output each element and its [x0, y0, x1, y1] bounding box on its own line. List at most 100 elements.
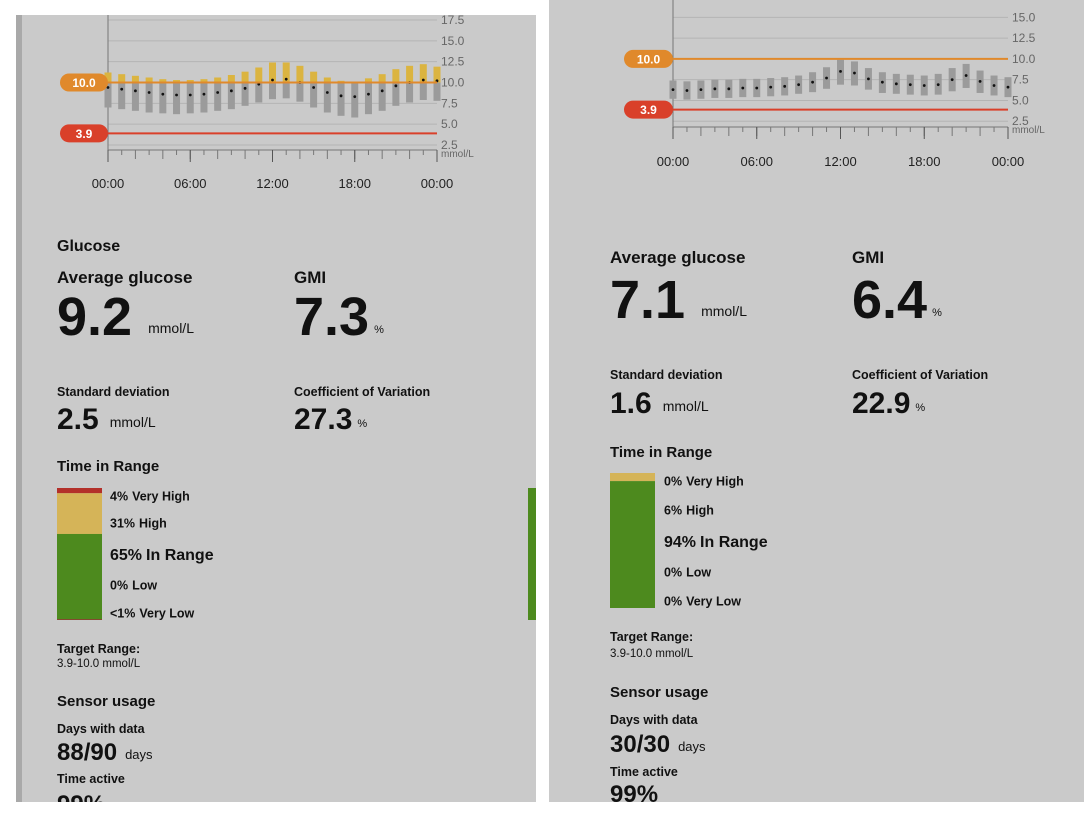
- median-dot: [839, 69, 842, 73]
- range-bar-above: [310, 71, 318, 83]
- median-dot: [380, 89, 384, 93]
- threshold-pill: [60, 73, 108, 92]
- median-dot: [229, 89, 233, 93]
- gmi-label: GMI: [294, 268, 326, 287]
- median-dot: [867, 77, 870, 81]
- gmi-unit: %: [374, 324, 384, 336]
- median-dot: [421, 78, 425, 82]
- range-bar: [282, 82, 290, 99]
- range-bar: [337, 82, 345, 116]
- range-bar-above: [406, 65, 414, 83]
- cv-unit: %: [357, 418, 367, 430]
- median-dot: [325, 91, 329, 94]
- range-bar-above: [145, 77, 153, 83]
- range-bar-above: [104, 72, 112, 83]
- sd-label: Standard deviation: [57, 385, 170, 399]
- tir-segment: [610, 481, 655, 608]
- median-dot: [394, 84, 398, 88]
- x-tick-label: 06:00: [740, 154, 773, 169]
- tir-name: Very Low: [686, 595, 741, 609]
- target-value: 3.9-10.0 mmol/L: [610, 648, 694, 660]
- x-tick-label: 00:00: [421, 176, 454, 191]
- range-bar: [255, 82, 263, 103]
- cv-unit: %: [915, 402, 925, 414]
- median-dot: [161, 92, 165, 96]
- average-value: 9.2: [57, 287, 132, 347]
- active-value: 99%: [610, 781, 658, 808]
- median-dot: [175, 93, 178, 97]
- tir-percent: 65%: [110, 547, 142, 564]
- tir-label: 0% Low: [110, 579, 157, 593]
- median-dot: [727, 87, 731, 91]
- range-bar: [406, 82, 414, 103]
- range-bar: [145, 82, 153, 113]
- average-unit: mmol/L: [148, 320, 194, 336]
- y-tick-label: 5.0: [1012, 93, 1029, 107]
- median-dot: [853, 71, 856, 75]
- y-tick-label: 12.5: [441, 55, 465, 69]
- average-unit: mmol/L: [701, 303, 747, 319]
- tir-percent: 4%: [110, 490, 128, 504]
- median-dot: [811, 80, 814, 84]
- threshold-pill: [624, 100, 673, 119]
- median-dot: [284, 77, 288, 81]
- left-screen: 2.5 5.0 7.5 10.0 12.5 15.0 17.5 mmol/L 00:00 06:0…: [16, 15, 536, 802]
- range-bar-above: [214, 77, 222, 83]
- median-dot: [894, 82, 898, 86]
- tir-label: 6% High: [664, 504, 714, 518]
- sensor-title: Sensor usage: [57, 693, 155, 710]
- tir-label: 0% Very Low: [664, 595, 741, 609]
- median-dot: [713, 87, 717, 91]
- median-dot: [367, 92, 370, 96]
- range-bar: [227, 82, 235, 110]
- range-bar: [392, 82, 400, 106]
- tir-segment: [57, 493, 102, 534]
- median-dot: [353, 95, 357, 99]
- tir-title: Time in Range: [57, 458, 159, 475]
- cv-label: Coefficient of Variation: [294, 385, 430, 399]
- sd-value: 1.6: [610, 387, 652, 420]
- median-dot: [1006, 85, 1010, 89]
- tir-label: 31% High: [110, 517, 167, 531]
- y-unit: mmol/L: [1012, 125, 1045, 136]
- median-dot: [964, 74, 968, 77]
- average-label: Average glucose: [610, 248, 745, 267]
- median-dot: [147, 91, 151, 94]
- range-bar: [323, 82, 331, 113]
- range-bar: [310, 82, 318, 108]
- median-dot: [992, 84, 996, 87]
- range-bar-above: [323, 77, 331, 83]
- median-dot: [271, 78, 274, 82]
- tir-percent: 0%: [110, 579, 128, 593]
- days-unit: days: [125, 747, 153, 762]
- range-bar-above: [186, 80, 194, 83]
- tir-percent: 31%: [110, 517, 135, 531]
- median-dot: [741, 86, 745, 90]
- range-bar: [118, 82, 126, 110]
- range-bar-above: [255, 67, 263, 83]
- y-tick-label: 15.0: [1012, 10, 1036, 24]
- range-bar: [378, 82, 386, 111]
- range-bar: [296, 82, 304, 102]
- median-dot: [797, 83, 801, 87]
- range-bar-above: [131, 75, 139, 83]
- x-tick-label: 12:00: [256, 176, 289, 191]
- median-dot: [202, 92, 206, 96]
- median-dot: [936, 83, 940, 87]
- range-bar-above: [269, 62, 276, 83]
- y-tick-label: 15.0: [441, 34, 465, 48]
- range-bar: [241, 82, 249, 106]
- median-dot: [243, 86, 247, 90]
- y-tick-label: 2.5: [1012, 114, 1029, 128]
- tir-percent: 0%: [664, 566, 682, 580]
- days-value: 30/30: [610, 731, 670, 758]
- threshold-pill: [60, 124, 108, 143]
- range-bar: [173, 82, 181, 115]
- tir-title: Time in Range: [610, 444, 712, 461]
- range-bar-above: [392, 69, 400, 83]
- tir-percent: 0%: [664, 475, 682, 489]
- tir-percent: 6%: [664, 504, 682, 518]
- gmi-value: 6.4: [852, 270, 927, 330]
- right-screen: 2.5 5.0 7.5 10.0 12.5 15.0 mmol/L 00:00 06:00 12:…: [549, 0, 1084, 808]
